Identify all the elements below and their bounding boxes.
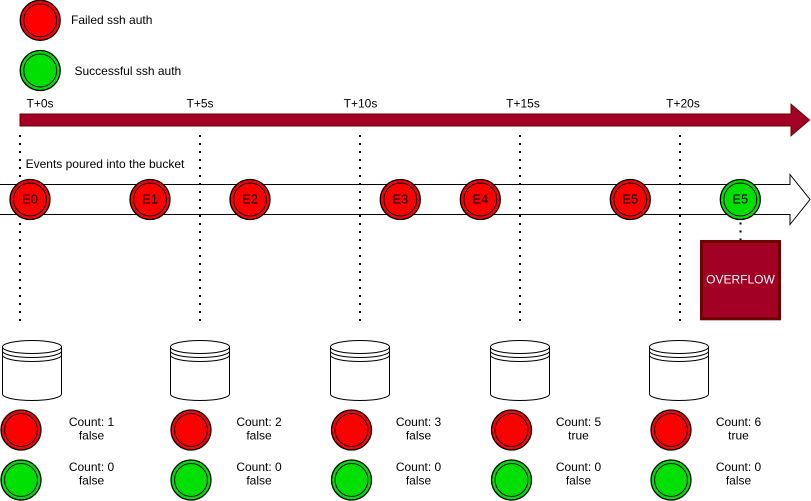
svg-text:false: false <box>726 473 752 487</box>
svg-text:E2: E2 <box>242 192 258 207</box>
svg-text:E3: E3 <box>392 192 408 207</box>
svg-text:E4: E4 <box>472 192 488 207</box>
svg-text:false: false <box>406 473 432 487</box>
svg-text:Successful ssh auth: Successful ssh auth <box>75 64 182 78</box>
svg-text:T+20s: T+20s <box>666 97 700 111</box>
svg-text:Count: 0: Count: 0 <box>236 460 282 474</box>
svg-text:Count: 0: Count: 0 <box>396 460 442 474</box>
svg-text:true: true <box>568 429 589 443</box>
svg-text:Count: 5: Count: 5 <box>556 415 602 429</box>
svg-text:Events poured into the bucket: Events poured into the bucket <box>26 157 185 171</box>
svg-text:Failed ssh auth: Failed ssh auth <box>71 13 152 27</box>
svg-text:Count: 0: Count: 0 <box>716 460 762 474</box>
svg-text:E5: E5 <box>622 192 638 207</box>
svg-text:Count: 0: Count: 0 <box>556 460 602 474</box>
svg-text:Count: 6: Count: 6 <box>716 415 762 429</box>
svg-text:T+0s: T+0s <box>26 97 53 111</box>
svg-text:T+15s: T+15s <box>506 97 540 111</box>
svg-text:Count: 3: Count: 3 <box>396 415 442 429</box>
svg-text:T+10s: T+10s <box>344 97 378 111</box>
svg-text:E0: E0 <box>22 192 38 207</box>
svg-text:OVERFLOW: OVERFLOW <box>706 273 775 287</box>
svg-text:false: false <box>79 429 105 443</box>
svg-text:false: false <box>246 473 272 487</box>
svg-text:false: false <box>246 429 272 443</box>
svg-text:false: false <box>79 473 105 487</box>
svg-text:T+5s: T+5s <box>186 97 213 111</box>
svg-text:E5: E5 <box>732 192 748 207</box>
svg-text:false: false <box>566 473 592 487</box>
svg-text:false: false <box>406 429 432 443</box>
svg-text:Count: 1: Count: 1 <box>69 415 115 429</box>
svg-text:true: true <box>728 429 749 443</box>
svg-text:Count: 0: Count: 0 <box>69 460 115 474</box>
svg-text:E1: E1 <box>142 192 158 207</box>
svg-text:Count: 2: Count: 2 <box>236 415 282 429</box>
